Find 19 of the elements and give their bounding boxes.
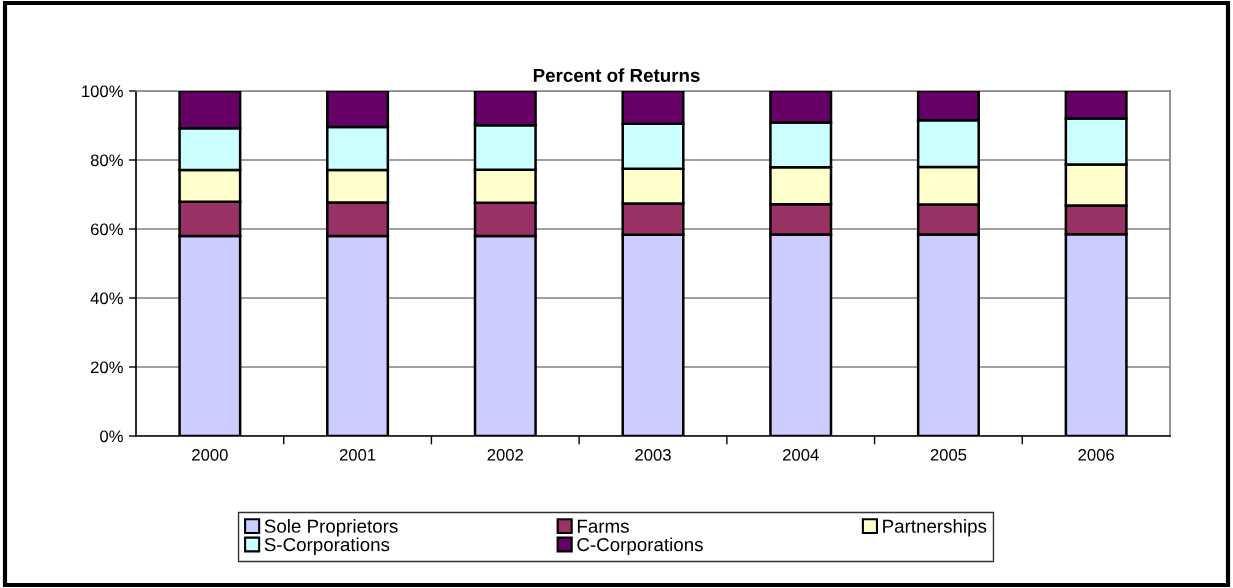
legend-label: C-Corporations	[577, 537, 703, 555]
legend-label: Sole Proprietors	[264, 519, 398, 537]
y-tick-label: 60%	[90, 223, 123, 236]
y-tick-label: 100%	[82, 85, 123, 98]
x-tick-label: 2001	[339, 448, 376, 461]
y-tick-label: 40%	[90, 292, 123, 305]
y-tick-label: 20%	[90, 361, 123, 374]
x-tick-label: 2005	[930, 448, 967, 461]
chart-title: Percent of Returns	[533, 68, 700, 83]
legend-label: Partnerships	[883, 519, 987, 537]
x-tick-label: 2002	[487, 448, 523, 461]
legend-label: S-Corporations	[264, 537, 390, 555]
legend-label: Farms	[577, 519, 629, 533]
x-tick-label: 2000	[192, 448, 228, 461]
x-tick-label: 2004	[783, 448, 819, 461]
y-tick-label: 80%	[90, 154, 123, 167]
y-tick-label: 0%	[100, 430, 123, 443]
x-tick-label: 2006	[1078, 448, 1114, 461]
x-tick-label: 2003	[635, 448, 671, 461]
